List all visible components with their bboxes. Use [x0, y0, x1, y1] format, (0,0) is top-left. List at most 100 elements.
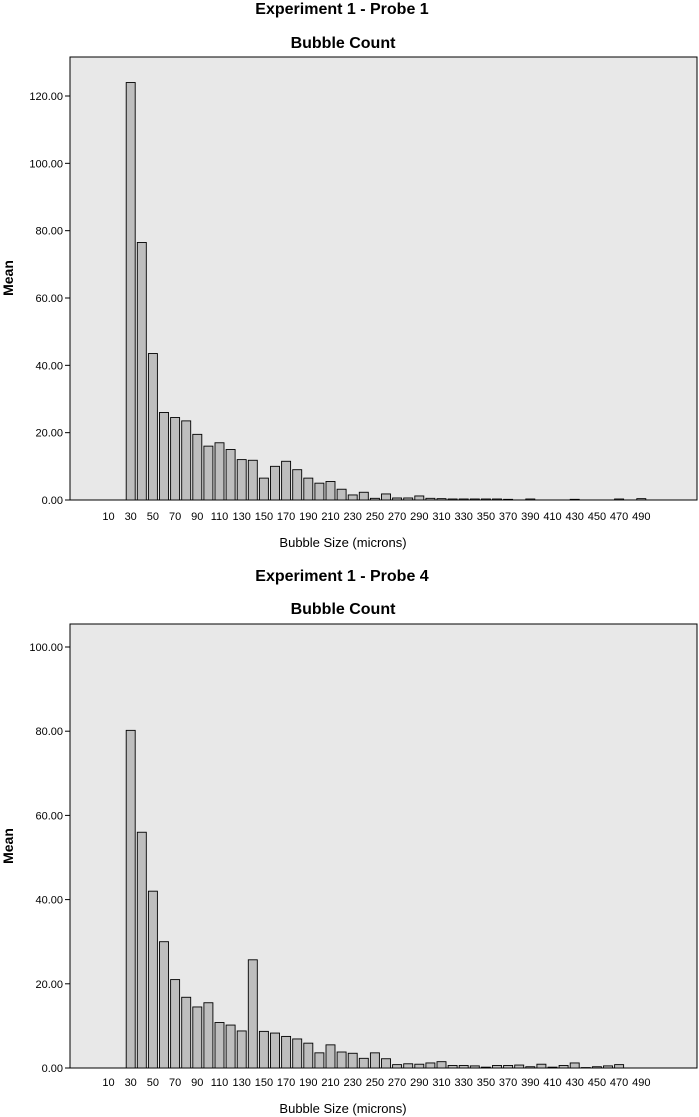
- bar-250: [369, 1052, 380, 1069]
- chart-2-y-axis-label: Mean: [0, 828, 16, 864]
- x-tick-label: 150: [255, 511, 273, 523]
- y-tick-label: 120.00: [29, 91, 63, 103]
- x-tick-label: 190: [299, 1077, 317, 1089]
- bar-180: [292, 469, 303, 501]
- bar-30: [125, 82, 136, 501]
- bar-250: [369, 497, 380, 501]
- x-tick-label: 90: [191, 511, 203, 523]
- x-tick-label: 250: [366, 1077, 384, 1089]
- bar-210: [325, 1044, 336, 1069]
- chart-1-y-axis-label: Mean: [0, 260, 16, 296]
- bar-350: [480, 1066, 491, 1069]
- x-tick-label: 430: [566, 511, 584, 523]
- bar-60: [159, 412, 169, 501]
- bar-130: [236, 459, 247, 501]
- bar-430: [569, 1062, 580, 1069]
- bar-80: [181, 420, 192, 501]
- x-tick-label: 50: [147, 511, 159, 523]
- x-tick-label: 310: [432, 511, 450, 523]
- x-tick-label: 210: [321, 511, 339, 523]
- bar-140: [247, 459, 258, 501]
- x-tick-label: 70: [169, 1077, 181, 1089]
- x-tick-label: 170: [277, 1077, 295, 1089]
- x-tick-label: 250: [366, 511, 384, 523]
- bar-290: [414, 495, 425, 501]
- y-tick-label: 80.00: [35, 726, 63, 738]
- bar-310: [436, 498, 447, 501]
- bar-280: [403, 497, 414, 501]
- bar-300: [425, 497, 436, 501]
- bar-170: [281, 1035, 292, 1069]
- x-tick-label: 410: [543, 511, 561, 523]
- bar-310: [436, 1061, 447, 1069]
- chart-1-y-axis: 0.00 20.00 40.00 60.00 80.00 100.00 120.00: [29, 91, 70, 507]
- bar-230: [347, 1052, 358, 1069]
- chart-1-subtitle: Bubble Count: [291, 35, 397, 52]
- bar-260: [381, 1058, 391, 1069]
- bar-380: [514, 1064, 525, 1069]
- bar-270: [392, 1064, 403, 1069]
- bar-240: [358, 491, 369, 501]
- bar-290: [414, 1063, 425, 1069]
- chart-1-x-axis-label: Bubble Size (microns): [279, 535, 406, 550]
- bar-350: [480, 498, 491, 501]
- bar-450: [591, 1066, 602, 1069]
- bar-210: [325, 481, 336, 501]
- bar-200: [314, 482, 325, 501]
- bar-400: [536, 1063, 547, 1069]
- bar-60: [159, 941, 169, 1069]
- chart-2-title: Experiment 1 - Probe 4: [255, 568, 428, 585]
- bar-470: [614, 498, 625, 501]
- bar-490: [636, 498, 647, 501]
- bar-180: [292, 1038, 303, 1069]
- bar-120: [225, 1024, 236, 1069]
- chart-1-x-axis: 10 30 50 70 90 110 130 150 170 190 210 230 250 270 290…: [102, 511, 650, 523]
- x-tick-label: 490: [632, 511, 650, 523]
- x-tick-label: 90: [191, 1077, 203, 1089]
- bar-160: [270, 465, 280, 501]
- chart-2-x-axis-label: Bubble Size (microns): [279, 1101, 406, 1116]
- bar-340: [469, 1065, 480, 1069]
- bar-330: [458, 1065, 469, 1069]
- y-tick-label: 60.00: [35, 810, 63, 822]
- bar-110: [214, 442, 225, 501]
- x-tick-label: 470: [610, 1077, 628, 1089]
- bar-120: [225, 449, 236, 501]
- x-tick-label: 170: [277, 511, 295, 523]
- y-tick-label: 100.00: [29, 642, 63, 654]
- y-tick-label: 20.00: [35, 428, 63, 440]
- x-tick-label: 10: [102, 1077, 114, 1089]
- x-tick-label: 330: [455, 1077, 473, 1089]
- bar-220: [336, 1051, 347, 1069]
- bar-460: [603, 1065, 613, 1069]
- bar-70: [170, 417, 181, 501]
- bar-370: [503, 498, 514, 501]
- x-tick-label: 290: [410, 1077, 428, 1089]
- bar-360: [492, 1065, 502, 1069]
- x-tick-label: 130: [233, 511, 251, 523]
- chart-1-title: Experiment 1 - Probe 1: [255, 1, 428, 18]
- bar-390: [525, 1066, 536, 1069]
- bar-260: [381, 493, 391, 501]
- y-tick-label: 0.00: [42, 1063, 63, 1075]
- chart-1-bars: [125, 82, 647, 501]
- y-tick-label: 0.00: [42, 495, 63, 507]
- x-tick-label: 450: [588, 511, 606, 523]
- bar-220: [336, 488, 347, 501]
- bar-200: [314, 1052, 325, 1069]
- x-tick-label: 130: [233, 1077, 251, 1089]
- x-tick-label: 270: [388, 1077, 406, 1089]
- bar-170: [281, 460, 292, 501]
- chart-1: Experiment 1 - Probe 1 Bubble Count 0.00…: [0, 1, 698, 550]
- bar-140: [247, 959, 258, 1069]
- x-tick-label: 110: [211, 1077, 229, 1089]
- bar-110: [214, 1022, 225, 1069]
- x-tick-label: 210: [321, 1077, 339, 1089]
- bar-300: [425, 1062, 436, 1069]
- bar-410: [547, 1066, 558, 1069]
- chart-2-x-axis: 10 30 50 70 90 110 130 150 170 190 210 230 250 270 290…: [102, 1077, 650, 1089]
- x-tick-label: 430: [566, 1077, 584, 1089]
- bar-130: [236, 1030, 247, 1069]
- y-tick-label: 100.00: [29, 158, 63, 170]
